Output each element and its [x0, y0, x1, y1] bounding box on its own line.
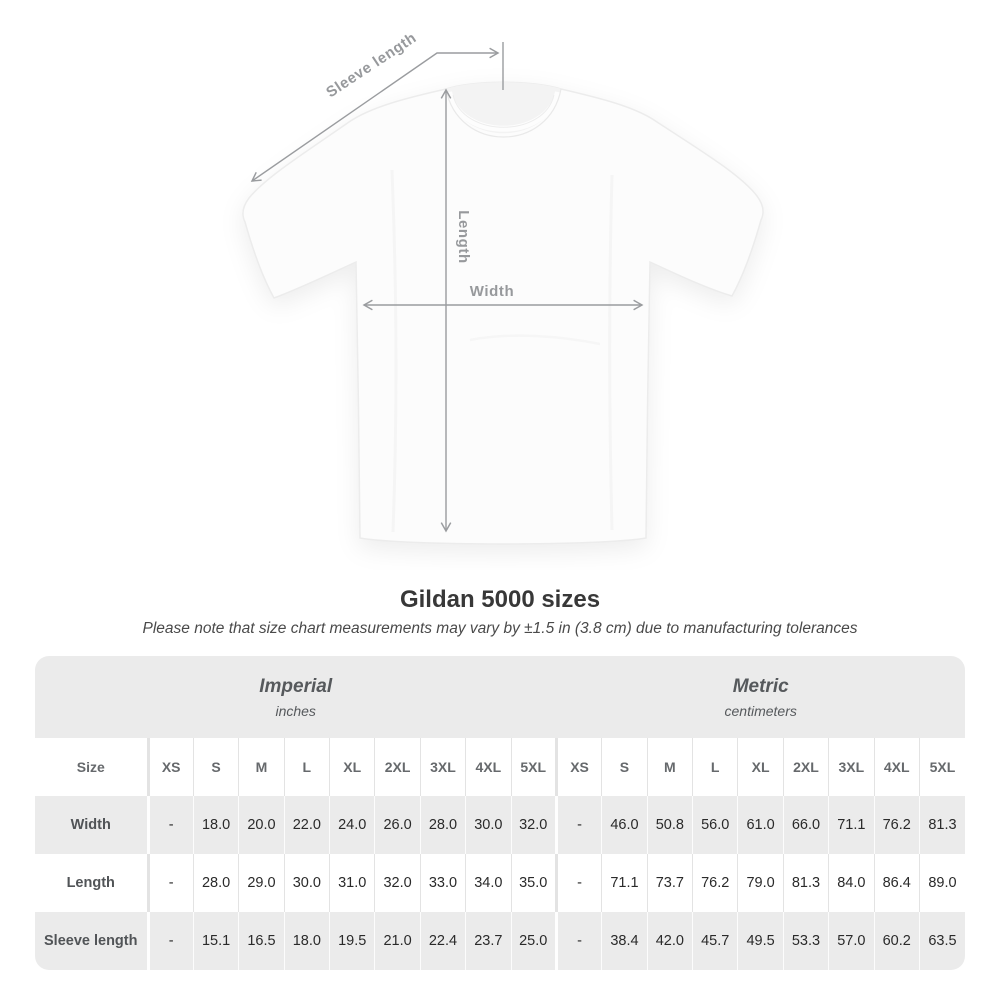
cell-imperial-xl: 31.0 — [328, 854, 375, 912]
table-row-sleeve-length: Sleeve length -15.1 16.5 18.0 19.5 21.0 22.4 23… — [35, 912, 965, 970]
cell-metric-4xl: 86.4 — [873, 854, 920, 912]
size-col-imperial-5xl: 5XL — [510, 738, 557, 796]
cell-metric-xl: 79.0 — [737, 854, 784, 912]
width-label: Width — [470, 283, 515, 300]
cell-imperial-5xl: 35.0 — [510, 854, 557, 912]
cell-metric-l: 76.2 — [691, 854, 738, 912]
imperial-unit: inches — [275, 702, 316, 719]
size-col-imperial-2xl: 2XL — [374, 738, 421, 796]
size-column-header: Size — [35, 738, 148, 796]
cell-imperial-2xl: 32.0 — [374, 854, 421, 912]
cell-metric-xl: 49.5 — [737, 912, 784, 970]
cell-imperial-3xl: 22.4 — [419, 912, 466, 970]
cell-metric-m: 73.7 — [646, 854, 693, 912]
cell-imperial-xl: 19.5 — [328, 912, 375, 970]
cell-imperial-xl: 24.0 — [328, 796, 375, 854]
cell-metric-2xl: 81.3 — [782, 854, 829, 912]
cell-imperial-m: 20.0 — [238, 796, 285, 854]
cell-imperial-m: 29.0 — [238, 854, 285, 912]
row-label: Sleeve length — [44, 933, 138, 949]
cell-imperial-xs: - — [146, 912, 194, 970]
tshirt-shape — [242, 81, 764, 545]
size-col-imperial-xs: XS — [146, 738, 194, 796]
cell-metric-xs: - — [554, 912, 602, 970]
cell-imperial-m: 16.5 — [238, 912, 285, 970]
cell-imperial-xs: - — [146, 854, 194, 912]
cell-imperial-5xl: 25.0 — [510, 912, 557, 970]
cell-metric-2xl: 66.0 — [782, 796, 829, 854]
cell-metric-l: 56.0 — [691, 796, 738, 854]
size-col-metric-l: L — [691, 738, 738, 796]
cell-imperial-l: 18.0 — [283, 912, 330, 970]
table-row-length: Length -28.0 29.0 30.0 31.0 32.0 33.0 34.0 35.0-… — [35, 854, 965, 912]
cell-imperial-xs: - — [146, 796, 194, 854]
cell-metric-5xl: 63.5 — [918, 912, 965, 970]
cell-metric-3xl: 84.0 — [828, 854, 874, 912]
cell-metric-4xl: 60.2 — [873, 912, 920, 970]
cell-metric-4xl: 76.2 — [873, 796, 920, 854]
size-col-imperial-l: L — [283, 738, 330, 796]
cell-metric-3xl: 71.1 — [828, 796, 874, 854]
size-header-row: Size XS S M L XL 2XL 3XL 4XL 5XL XS S M L XL 2XL 3XL 4XL… — [35, 738, 965, 796]
size-col-metric-2xl: 2XL — [782, 738, 829, 796]
size-col-metric-5xl: 5XL — [918, 738, 965, 796]
imperial-label: Imperial — [259, 675, 333, 697]
metric-label: Metric — [732, 675, 789, 697]
tolerance-note: Please note that size chart measurements… — [142, 620, 858, 637]
cell-metric-s: 38.4 — [601, 912, 648, 970]
cell-imperial-2xl: 21.0 — [374, 912, 421, 970]
cell-imperial-s: 28.0 — [192, 854, 239, 912]
size-col-imperial-m: M — [238, 738, 285, 796]
size-col-imperial-xl: XL — [328, 738, 375, 796]
cell-metric-3xl: 57.0 — [828, 912, 874, 970]
tshirt-measurement-diagram: Sleeve length Length Width — [242, 29, 764, 545]
cell-imperial-s: 18.0 — [192, 796, 239, 854]
cell-metric-xl: 61.0 — [737, 796, 784, 854]
cell-metric-m: 50.8 — [646, 796, 693, 854]
page-title: Gildan 5000 sizes — [399, 586, 601, 613]
sleeve-length-label: Sleeve length — [323, 29, 420, 101]
cell-metric-5xl: 81.3 — [918, 796, 965, 854]
cell-metric-5xl: 89.0 — [918, 854, 965, 912]
sleeve-length-arrow — [250, 42, 504, 182]
cell-imperial-3xl: 28.0 — [419, 796, 466, 854]
cell-metric-m: 42.0 — [646, 912, 693, 970]
cell-imperial-2xl: 26.0 — [374, 796, 421, 854]
tshirt-illustration: Sleeve length Length Width — [242, 29, 764, 545]
metric-unit: centimeters — [724, 702, 797, 719]
size-chart-table: Imperial inches Metric centimeters Size … — [35, 656, 965, 970]
cell-metric-l: 45.7 — [691, 912, 738, 970]
cell-imperial-5xl: 32.0 — [510, 796, 557, 854]
size-col-metric-m: M — [646, 738, 693, 796]
cell-imperial-l: 30.0 — [283, 854, 330, 912]
row-label: Length — [66, 875, 115, 891]
size-col-imperial-3xl: 3XL — [419, 738, 466, 796]
cell-imperial-l: 22.0 — [283, 796, 330, 854]
table-row-width: Width -18.0 20.0 22.0 24.0 26.0 28.0 30.0 32.0-4… — [35, 796, 965, 854]
cell-imperial-4xl: 30.0 — [465, 796, 511, 854]
cell-metric-s: 71.1 — [601, 854, 648, 912]
size-col-imperial-s: S — [192, 738, 239, 796]
size-col-metric-3xl: 3XL — [828, 738, 874, 796]
cell-metric-xs: - — [554, 796, 602, 854]
cell-metric-2xl: 53.3 — [782, 912, 829, 970]
cell-metric-s: 46.0 — [601, 796, 648, 854]
cell-imperial-4xl: 34.0 — [465, 854, 511, 912]
size-col-metric-s: S — [601, 738, 648, 796]
unit-header-row: Imperial inches Metric centimeters — [35, 656, 965, 738]
size-col-imperial-4xl: 4XL — [465, 738, 511, 796]
cell-metric-xs: - — [554, 854, 602, 912]
cell-imperial-3xl: 33.0 — [419, 854, 466, 912]
size-col-metric-xs: XS — [554, 738, 602, 796]
size-col-metric-xl: XL — [737, 738, 784, 796]
metric-header: Metric centimeters — [556, 656, 965, 738]
row-label: Width — [70, 817, 111, 833]
cell-imperial-s: 15.1 — [192, 912, 239, 970]
imperial-header: Imperial inches — [35, 656, 557, 738]
cell-imperial-4xl: 23.7 — [465, 912, 511, 970]
length-label: Length — [455, 210, 472, 264]
size-col-metric-4xl: 4XL — [873, 738, 920, 796]
